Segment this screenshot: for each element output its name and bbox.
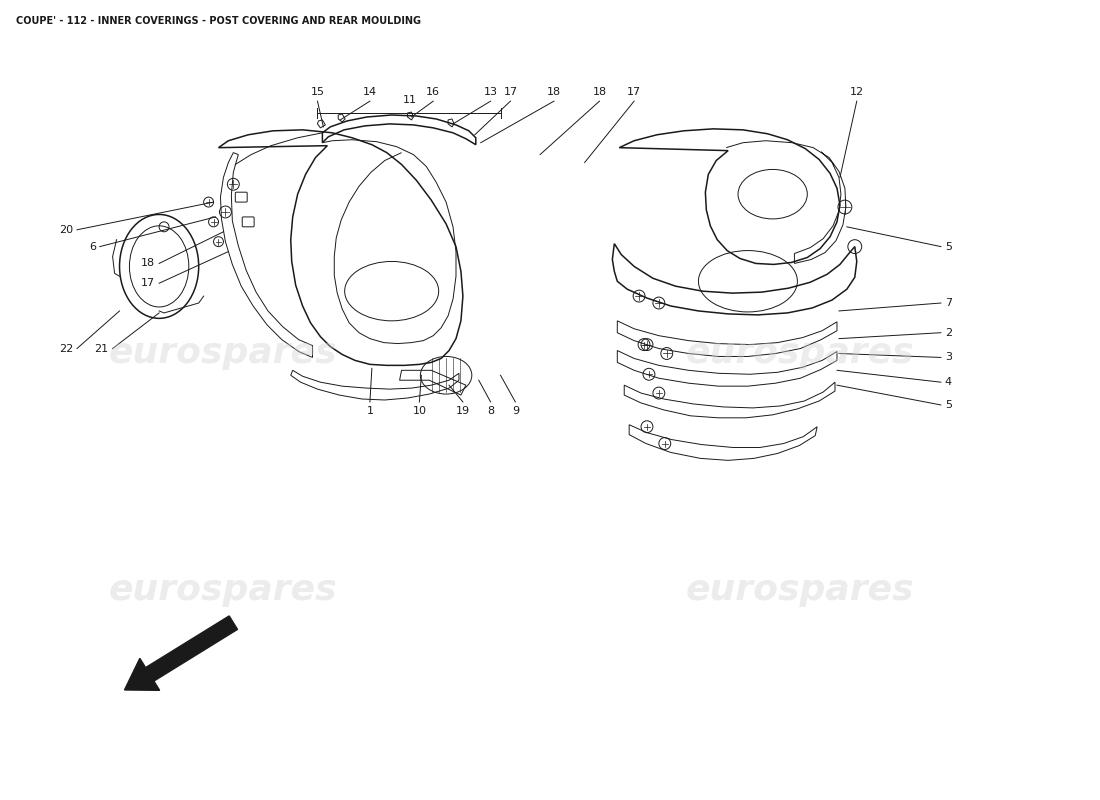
Text: 4: 4: [945, 377, 952, 387]
Text: 5: 5: [945, 400, 952, 410]
Text: 12: 12: [849, 87, 864, 97]
Text: 19: 19: [455, 406, 470, 416]
Text: 15: 15: [310, 87, 324, 97]
Text: 2: 2: [945, 328, 952, 338]
Text: 18: 18: [547, 87, 561, 97]
Text: eurospares: eurospares: [109, 573, 338, 607]
Text: 20: 20: [59, 225, 73, 234]
Text: 13: 13: [484, 87, 497, 97]
Text: 18: 18: [141, 258, 155, 269]
Text: COUPE' - 112 - INNER COVERINGS - POST COVERING AND REAR MOULDING: COUPE' - 112 - INNER COVERINGS - POST CO…: [15, 16, 420, 26]
Text: 8: 8: [487, 406, 494, 416]
Text: 9: 9: [512, 406, 519, 416]
Text: eurospares: eurospares: [686, 335, 915, 370]
Text: 17: 17: [504, 87, 517, 97]
Text: 17: 17: [141, 278, 155, 288]
Text: 1: 1: [366, 406, 373, 416]
Text: 10: 10: [412, 406, 427, 416]
Text: eurospares: eurospares: [109, 335, 338, 370]
Text: eurospares: eurospares: [686, 573, 915, 607]
Text: 7: 7: [945, 298, 952, 308]
Text: 3: 3: [945, 353, 952, 362]
Text: 17: 17: [627, 87, 641, 97]
Text: 22: 22: [58, 343, 73, 354]
Text: 18: 18: [593, 87, 606, 97]
Text: 21: 21: [95, 343, 109, 354]
Text: 16: 16: [426, 87, 440, 97]
Text: 6: 6: [89, 242, 96, 252]
Text: 14: 14: [363, 87, 377, 97]
Text: 11: 11: [403, 95, 417, 105]
FancyArrow shape: [124, 616, 238, 690]
Text: 5: 5: [945, 242, 952, 252]
